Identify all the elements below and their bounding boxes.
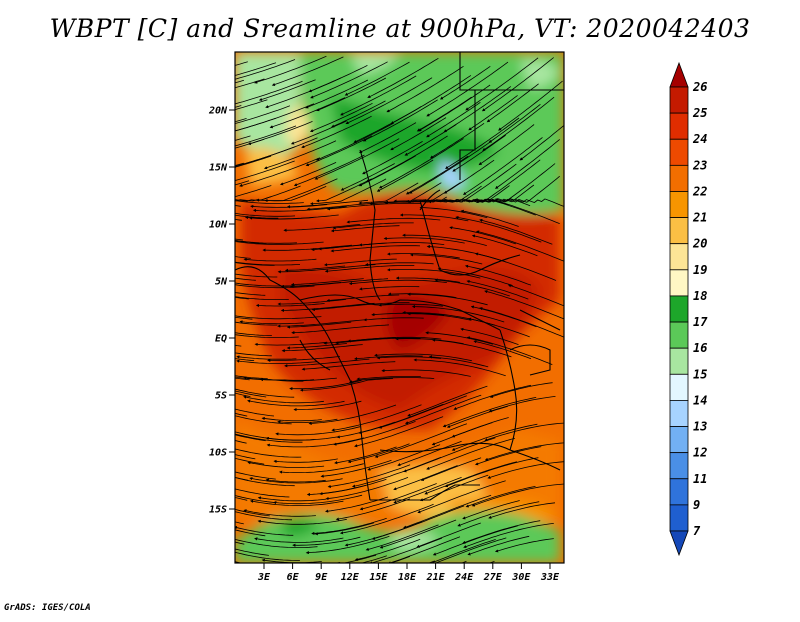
lon-tick-label: 15E xyxy=(369,572,388,583)
lat-tick-label: 15S xyxy=(209,505,227,516)
lon-tick-label: 18E xyxy=(398,572,417,583)
colorbar-label: 22 xyxy=(692,184,707,198)
lon-tick-label: 33E xyxy=(540,572,560,583)
lat-tick-label: 10S xyxy=(209,448,227,459)
lat-tick-label: EQ xyxy=(215,334,227,345)
colorbar-segment xyxy=(669,295,689,323)
colorbar-label: 24 xyxy=(692,132,707,146)
colorbar-label: 21 xyxy=(692,211,707,225)
lat-tick-label: 20N xyxy=(208,106,228,117)
colorbar-segment xyxy=(669,321,689,349)
colorbar-label: 12 xyxy=(693,446,707,460)
colorbar-label: 16 xyxy=(693,341,707,355)
colorbar-segment xyxy=(669,112,689,140)
colorbar-bottom-arrow xyxy=(669,530,689,557)
colorbar-label: 7 xyxy=(693,524,701,538)
colorbar-segment xyxy=(669,426,689,454)
lat-tick-label: 10N xyxy=(209,220,228,231)
colorbar: 26 25 24 23 22 21 20 19 18 17 16 15 14 13 12 11 9 7 xyxy=(669,61,708,557)
streamlines xyxy=(235,55,564,563)
plot-title: WBPT [C] and Sreamline at 900hPa, VT: 20… xyxy=(49,14,751,43)
grads-credit: GrADS: IGES/COLA xyxy=(4,603,91,613)
lon-tick-label: 24E xyxy=(454,572,474,583)
colorbar-segment xyxy=(669,217,689,245)
colorbar-label: 14 xyxy=(693,393,707,407)
colorbar-label: 25 xyxy=(692,106,707,120)
colorbar-segment xyxy=(669,452,689,480)
country-borders xyxy=(235,52,564,501)
colorbar-segment xyxy=(669,478,689,506)
colorbar-segment xyxy=(669,504,689,532)
lat-tick-label: 15N xyxy=(209,163,228,174)
colorbar-top-arrow xyxy=(669,61,689,88)
colorbar-segment xyxy=(669,269,689,297)
lon-tick-label: 30E xyxy=(511,572,531,583)
colorbar-label: 26 xyxy=(692,80,707,94)
colorbar-label: 13 xyxy=(693,420,707,434)
colorbar-segment xyxy=(669,86,689,114)
colorbar-label: 17 xyxy=(693,315,708,329)
colorbar-label: 9 xyxy=(693,498,700,512)
colorbar-segment xyxy=(669,373,689,401)
map-frame xyxy=(234,51,565,564)
lat-tick-label: 5S xyxy=(215,391,227,402)
lon-tick-label: 6E xyxy=(287,572,300,583)
lon-tick-label: 9E xyxy=(315,572,328,583)
lon-tick-label: 21E xyxy=(426,572,446,583)
colorbar-label: 11 xyxy=(693,472,707,486)
colorbar-label: 19 xyxy=(693,263,707,277)
longitude-ticks: 3E 6E 9E 12E 15E 18E 21E 24E 27E 30E 33E xyxy=(257,563,560,583)
colorbar-label: 15 xyxy=(693,367,707,381)
temperature-field xyxy=(235,52,564,563)
colorbar-label: 18 xyxy=(693,289,707,303)
colorbar-segment xyxy=(669,191,689,218)
colorbar-segment xyxy=(669,347,689,375)
colorbar-label: 23 xyxy=(692,158,707,172)
colorbar-segment xyxy=(669,164,689,192)
latitude-ticks: 20N 15N 10N 5N EQ 5S 10S 15S xyxy=(208,106,235,516)
colorbar-segment xyxy=(669,400,689,427)
lat-tick-label: 5N xyxy=(215,277,228,288)
lon-tick-label: 3E xyxy=(257,572,271,583)
colorbar-segment xyxy=(669,138,689,166)
lon-tick-label: 12E xyxy=(341,572,360,583)
lon-tick-label: 27E xyxy=(483,572,503,583)
colorbar-segment xyxy=(669,243,689,271)
colorbar-label: 20 xyxy=(692,237,707,251)
